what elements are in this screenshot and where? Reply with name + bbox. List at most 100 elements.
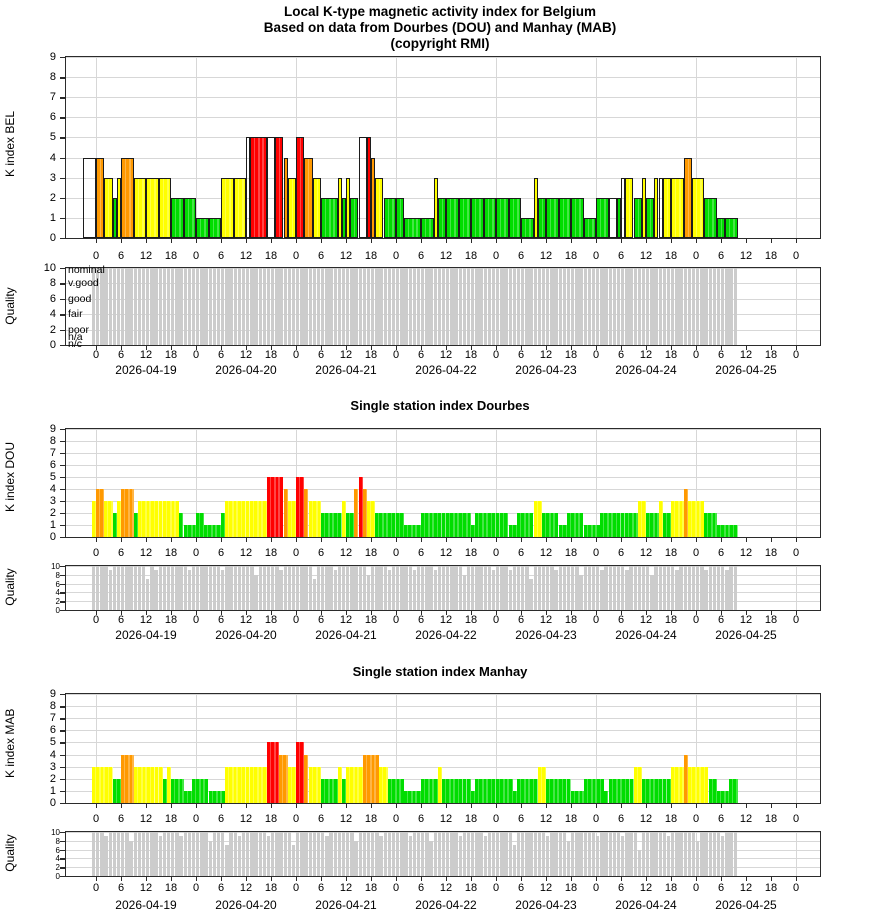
quality-bar (166, 268, 171, 345)
quality-bar (679, 268, 683, 345)
date-label: 2026-04-21 (315, 363, 377, 377)
x-tick-label: 6 (417, 250, 425, 262)
x-tick (146, 610, 148, 615)
k-bar-segment (404, 790, 421, 803)
x-tick (646, 803, 648, 808)
x-tick (421, 345, 423, 350)
x-tick (596, 876, 598, 881)
quality-bar (462, 574, 467, 610)
x-tick-label: 6 (517, 547, 525, 559)
x-tick (671, 610, 673, 615)
x-tick (321, 610, 323, 615)
quality-bar (575, 832, 579, 876)
quality-bar (616, 832, 621, 876)
quality-bar (666, 836, 671, 876)
x-tick (771, 803, 773, 808)
k-gridline (66, 77, 820, 79)
k-bar-segment (716, 790, 730, 803)
x-tick-label: 18 (764, 882, 778, 894)
k-bar-segment (354, 489, 359, 537)
quality-bar (487, 566, 492, 610)
x-tick (271, 876, 273, 881)
date-label: 2026-04-19 (115, 628, 177, 642)
x-tick (221, 876, 223, 881)
quality-bar (554, 570, 558, 610)
y-tick-label: 4 (49, 483, 56, 495)
x-tick (671, 537, 673, 542)
quality-bar (579, 574, 583, 610)
quality-bar (412, 570, 417, 610)
quality-bar (154, 570, 158, 610)
quality-bar (237, 836, 242, 876)
quality-bar (304, 566, 308, 610)
day-gridline (496, 57, 497, 238)
quality-bar (604, 832, 608, 876)
quality-y-tick (60, 583, 65, 585)
x-tick (746, 345, 748, 350)
quality-bar (150, 268, 154, 345)
quality-bar (562, 566, 567, 610)
x-tick (321, 537, 323, 542)
quality-bar (562, 268, 567, 345)
quality-bar (712, 832, 717, 876)
quality-bar (108, 268, 112, 345)
x-tick-label: 0 (492, 349, 500, 361)
quality-bar (666, 268, 671, 345)
x-tick (371, 610, 373, 615)
quality-bar (521, 268, 525, 345)
x-tick-label: 0 (492, 813, 500, 825)
x-tick (121, 345, 123, 350)
quality-y-tick (60, 832, 65, 834)
x-tick-label: 6 (617, 547, 625, 559)
quality-bar (141, 566, 146, 610)
k-bar-segment (671, 766, 684, 803)
k-gridline (66, 706, 820, 708)
quality-y-tick (60, 876, 65, 878)
quality-bar (237, 268, 242, 345)
quality-bar (146, 579, 150, 610)
quality-bar (533, 832, 537, 876)
x-tick (346, 345, 348, 350)
quality-bar (600, 570, 604, 610)
quality-bar (662, 566, 667, 610)
y-axis-label: K index BEL (3, 110, 17, 177)
quality-bar (462, 832, 467, 876)
x-tick-label: 6 (617, 250, 625, 262)
x-tick-label: 18 (664, 349, 678, 361)
day-gridline (796, 832, 797, 876)
quality-bar (396, 566, 400, 610)
quality-bar (546, 268, 550, 345)
quality-y-tick (60, 345, 65, 347)
k-bar-segment (266, 477, 284, 537)
quality-bar (666, 566, 671, 610)
quality-bar (537, 832, 542, 876)
quality-bar (704, 268, 708, 345)
quality-bar (350, 566, 354, 610)
k-bar-segment (496, 197, 509, 238)
x-tick (271, 345, 273, 350)
y-tick-label: 8 (49, 71, 56, 84)
quality-bar (437, 268, 442, 345)
x-tick-label: 18 (564, 547, 578, 559)
x-tick-label: 12 (339, 547, 353, 559)
quality-bar (100, 566, 104, 610)
quality-bar (546, 566, 550, 610)
y-tick-label: 6 (49, 111, 56, 124)
x-tick-label: 18 (764, 349, 778, 361)
quality-bar (150, 832, 154, 876)
quality-bar (633, 566, 637, 610)
quality-bar (121, 832, 125, 876)
quality-bar (483, 268, 487, 345)
quality-y-tick-label: 10 (51, 562, 60, 571)
x-tick-label: 6 (717, 882, 725, 894)
quality-bar (233, 832, 237, 876)
quality-y-tick (60, 574, 65, 577)
quality-bar (429, 268, 433, 345)
x-tick (721, 803, 723, 808)
x-tick-label: 0 (392, 349, 400, 361)
panel-manhay-title: Single station index Manhay (352, 664, 528, 679)
k-bar-segment (421, 217, 434, 238)
quality-bar (341, 268, 346, 345)
day-gridline (596, 57, 597, 238)
x-tick (196, 803, 198, 808)
